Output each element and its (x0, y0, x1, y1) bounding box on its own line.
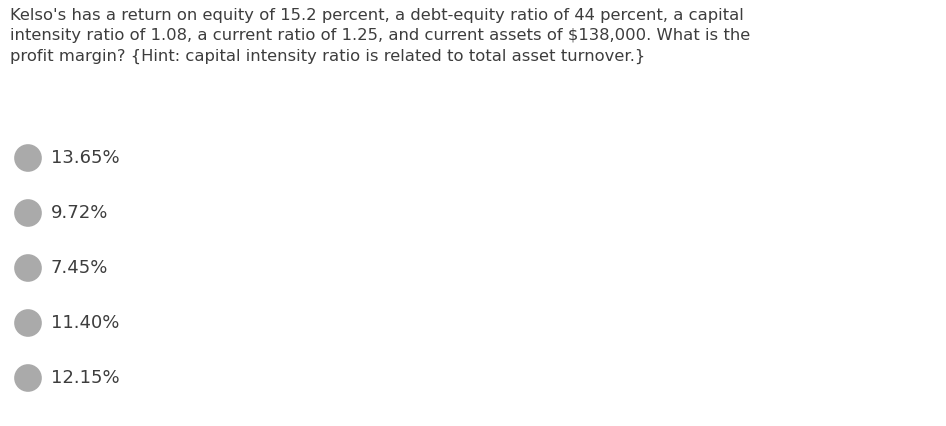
Text: 7.45%: 7.45% (51, 259, 109, 277)
Text: 11.40%: 11.40% (51, 314, 119, 332)
Text: 9.72%: 9.72% (51, 204, 109, 222)
Circle shape (15, 145, 41, 171)
Circle shape (15, 310, 41, 336)
Circle shape (15, 365, 41, 391)
Circle shape (15, 255, 41, 281)
Text: Kelso's has a return on equity of 15.2 percent, a debt-equity ratio of 44 percen: Kelso's has a return on equity of 15.2 p… (10, 8, 750, 64)
Text: 12.15%: 12.15% (51, 369, 119, 387)
Text: 13.65%: 13.65% (51, 149, 119, 167)
Circle shape (15, 200, 41, 226)
